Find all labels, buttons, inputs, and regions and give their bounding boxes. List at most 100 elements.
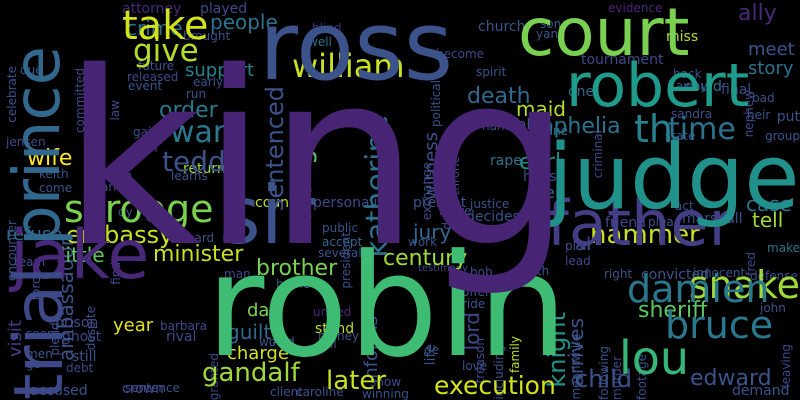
word-guilty: guilty	[227, 320, 284, 344]
word-fall: fall	[513, 117, 535, 133]
word-innocent: innocent	[693, 266, 746, 280]
word-court: court	[518, 0, 690, 71]
word-marshall: marshall	[682, 211, 743, 227]
word-could: could	[684, 79, 722, 95]
word-ross: ross	[259, 0, 454, 102]
word-order: order	[159, 98, 218, 123]
word-crown: crown	[122, 381, 165, 397]
word-miss: miss	[666, 29, 699, 45]
word-ophelia: ophelia	[540, 114, 621, 139]
word-tournament: tournament	[581, 52, 664, 68]
word-sentence: sentence	[125, 381, 180, 395]
word-decides: decides	[466, 209, 520, 225]
word-charge: charge	[227, 343, 289, 364]
word-child: child	[575, 365, 632, 393]
word-early: early	[193, 75, 224, 89]
word-go: go	[26, 357, 41, 371]
word-war: war	[170, 115, 226, 150]
word-hammer: hammer	[590, 220, 700, 250]
word-gain: gain	[133, 125, 159, 139]
word-father: father	[547, 187, 735, 260]
word-robert: robert	[566, 51, 750, 121]
word-king: king	[62, 20, 573, 300]
word-one: one	[568, 84, 595, 100]
word-public: public	[322, 221, 359, 235]
word-lou: lou	[619, 331, 690, 385]
word-richard: richard	[172, 231, 215, 245]
word-return: return	[183, 161, 226, 177]
word-snake: snake	[688, 263, 800, 307]
word-later: later	[326, 366, 387, 396]
word-prison: prison	[55, 315, 99, 331]
word-brother: brother	[256, 256, 338, 281]
word-justice: justice	[470, 197, 510, 211]
word-yang: yang	[536, 27, 566, 41]
word-house: house	[523, 169, 566, 185]
word-people: people	[210, 10, 278, 34]
word-accept: accept	[322, 235, 363, 249]
word-de: de	[424, 343, 439, 357]
word-time: time	[668, 112, 736, 147]
word-make: make	[767, 241, 800, 255]
word-william: william	[292, 47, 405, 85]
word-defense: defense	[750, 269, 798, 283]
word-teddy: teddy	[162, 145, 243, 178]
word-country: country	[255, 195, 309, 211]
word-man: man	[224, 267, 251, 281]
word-due: due	[20, 63, 43, 77]
word-name: name	[482, 119, 517, 133]
word-dy: dy	[118, 205, 133, 219]
word-al: al	[575, 234, 592, 255]
word-jury: jury	[413, 220, 452, 244]
word-keith: keith	[39, 167, 69, 181]
word-story: story	[748, 58, 794, 79]
word-damien: damien	[627, 267, 770, 311]
word-turn: turn	[133, 141, 158, 155]
word-execution: execution	[434, 371, 556, 400]
word-made: made	[98, 169, 133, 183]
word-scrooge: scrooge	[64, 187, 214, 231]
word-sir: sir	[219, 169, 316, 262]
word-money: money	[318, 329, 360, 343]
word-robin: robin	[206, 224, 568, 389]
word-event: event	[128, 79, 163, 93]
word-edward: edward	[690, 366, 772, 391]
word-debt: debt	[66, 361, 94, 375]
word-year: year	[113, 315, 154, 336]
word-future: future	[138, 59, 175, 73]
word-day: day	[247, 300, 281, 321]
word-ally: ally	[738, 1, 777, 26]
word-leave: leave	[439, 204, 472, 218]
word-june: june	[542, 124, 568, 138]
word-friend: friend	[605, 215, 646, 231]
word-several: several	[318, 246, 362, 260]
word-evidence: evidence	[608, 1, 663, 15]
word-tell: tell	[752, 208, 784, 232]
word-personality: personality	[313, 195, 392, 211]
word-crime: crime	[126, 16, 183, 40]
word-jake: jake	[10, 216, 150, 295]
word-little: little	[60, 243, 105, 267]
word-jensen: jensen	[6, 135, 46, 149]
word-earl: earl	[519, 150, 562, 175]
word-minister: minister	[153, 242, 244, 267]
word-put: put	[776, 109, 800, 125]
word-wife: wife	[27, 146, 73, 171]
word-birth: birth	[521, 264, 550, 278]
word-would: would	[259, 335, 295, 349]
word-attorney: attorney	[122, 1, 182, 17]
word-cell: cell	[316, 337, 337, 351]
word-judge: judge	[548, 125, 800, 230]
word-barbara: barbara	[160, 319, 208, 333]
word-sheriff: sheriff	[638, 298, 708, 323]
word-lead: lead	[565, 254, 591, 268]
word-bruce: bruce	[665, 303, 774, 347]
word-gandalf: gandalf	[202, 358, 300, 388]
word-plea: plea	[648, 215, 674, 229]
word-leaving: leaving	[779, 344, 793, 388]
word-church: church	[478, 19, 526, 35]
word-team: team	[14, 255, 46, 269]
word-maid: maid	[516, 97, 566, 121]
word-give: give	[133, 33, 199, 69]
word-client: client	[270, 385, 303, 399]
